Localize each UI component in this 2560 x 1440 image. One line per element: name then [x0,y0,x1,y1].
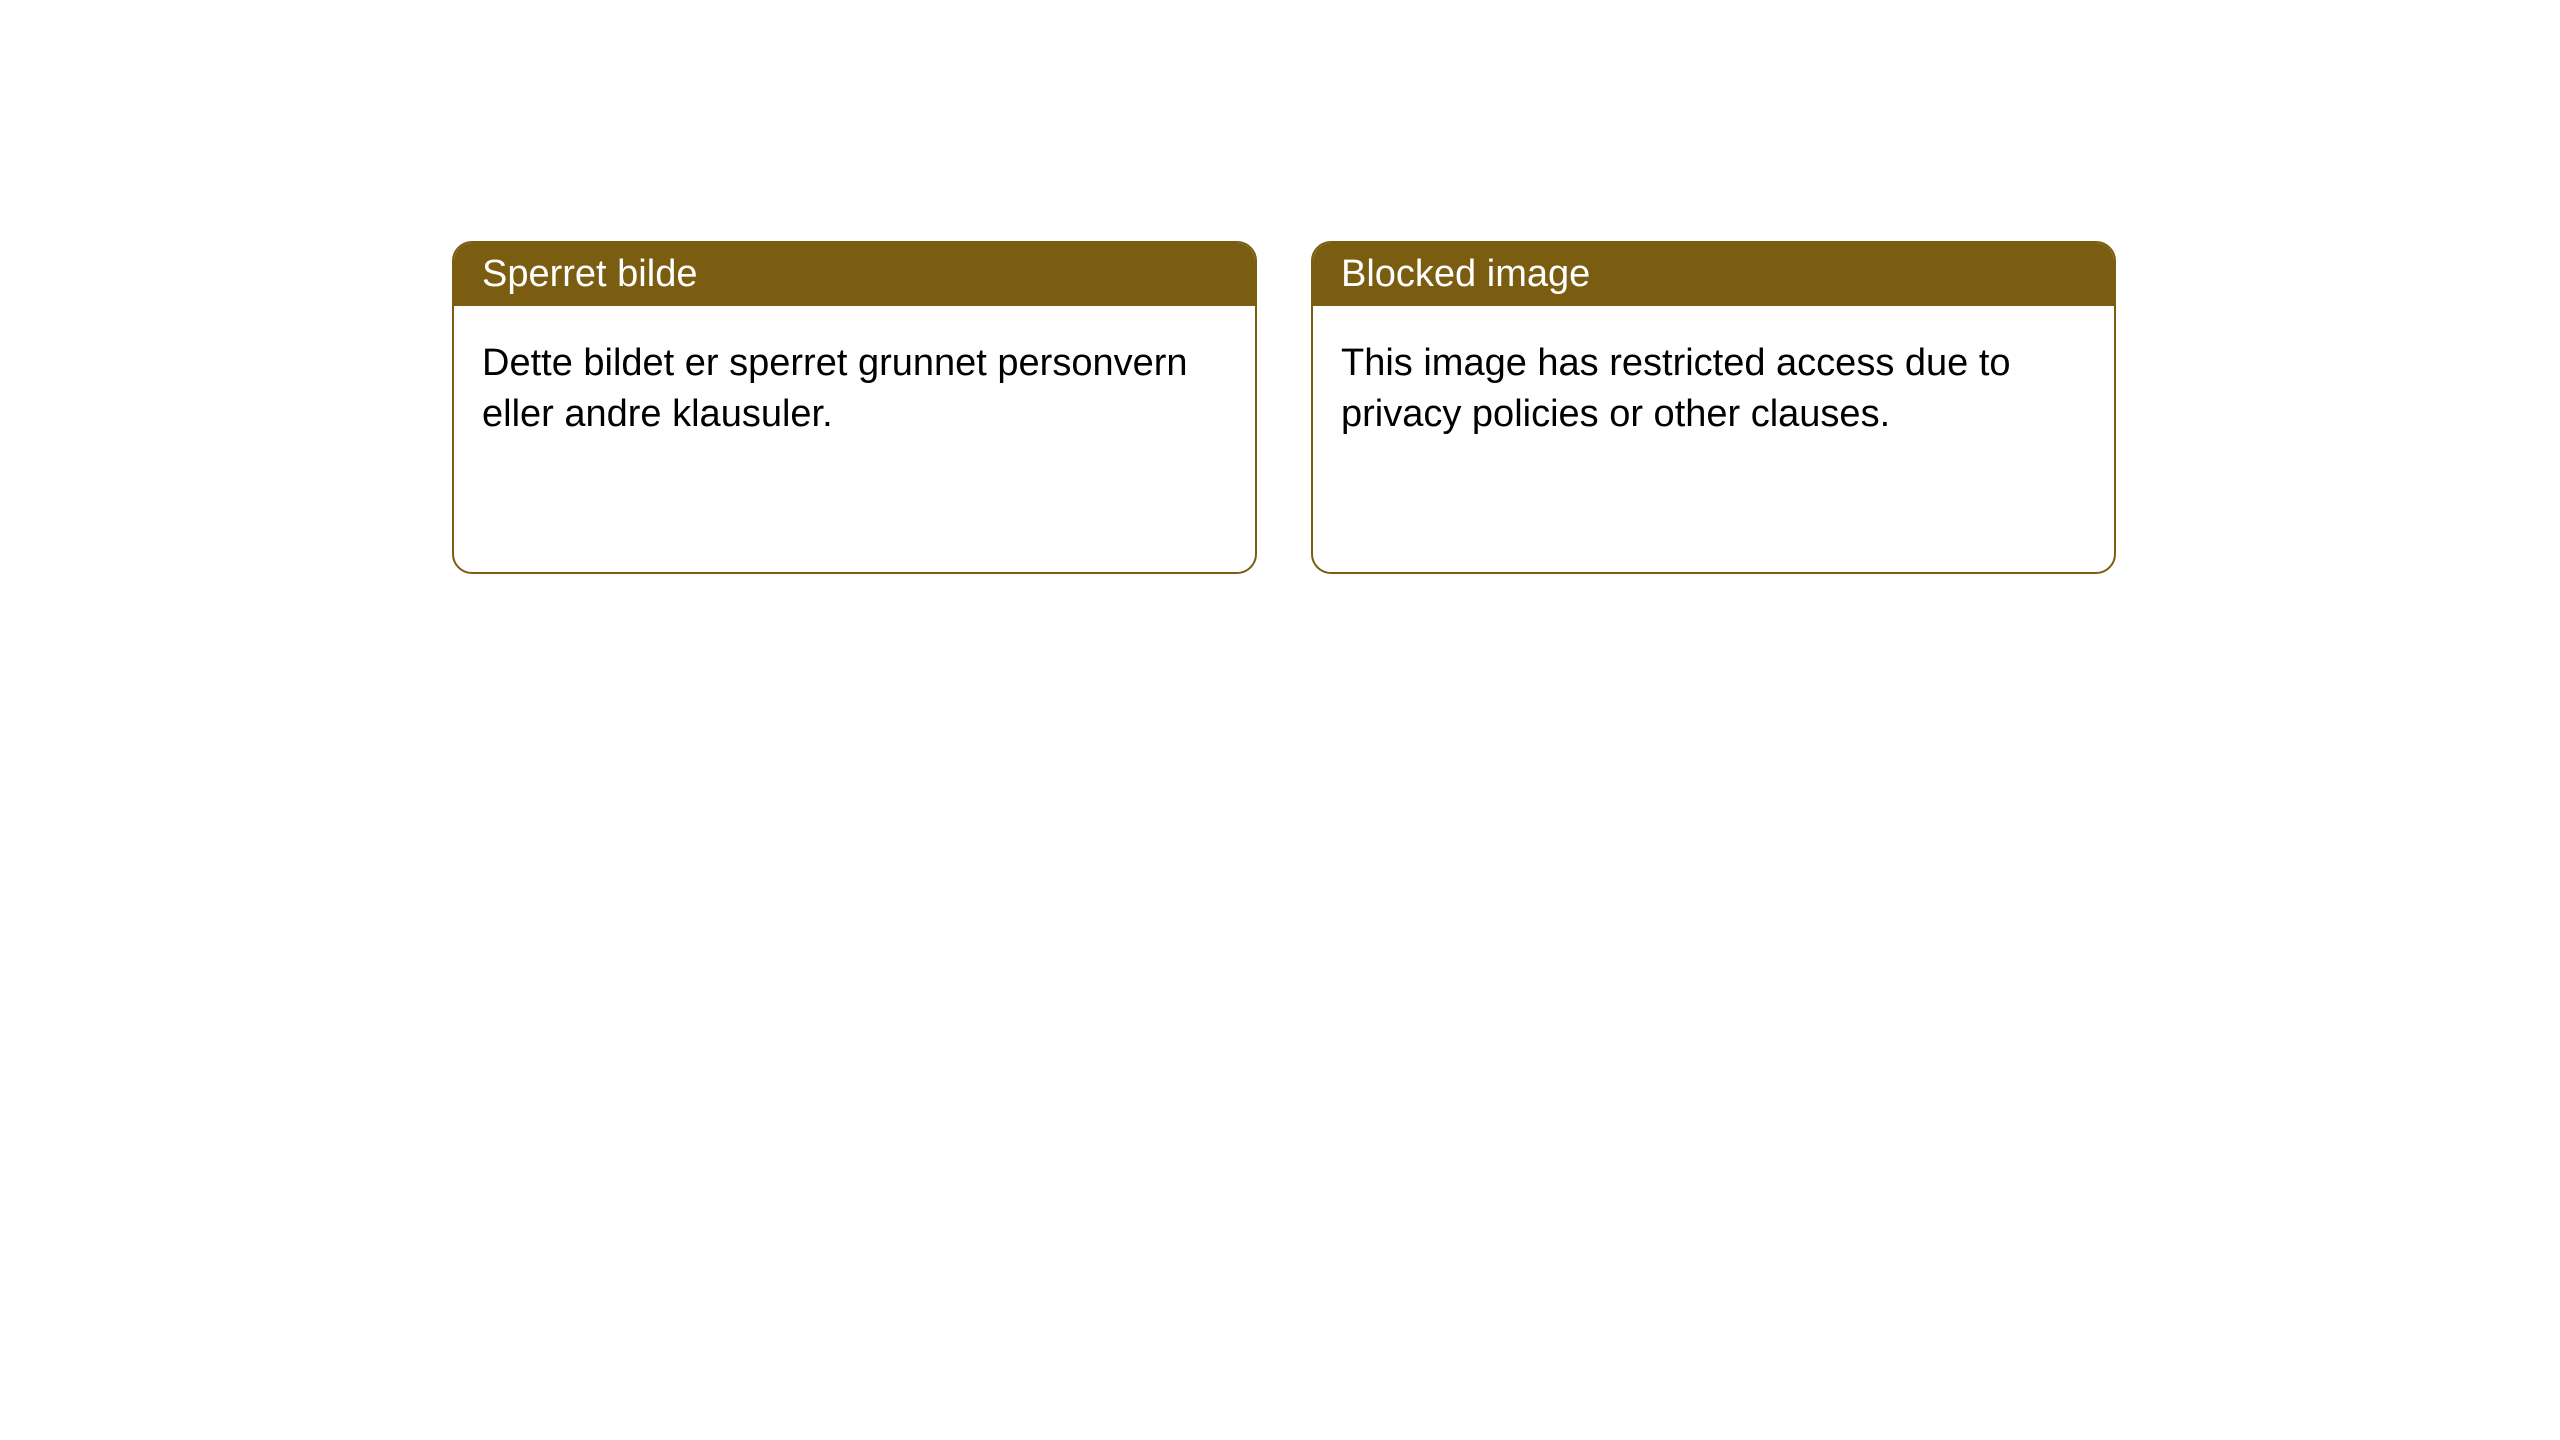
notice-title: Blocked image [1341,253,1590,295]
blocked-image-notices: Sperret bilde Dette bildet er sperret gr… [452,241,2116,574]
notice-body: Dette bildet er sperret grunnet personve… [454,306,1255,473]
notice-card-norwegian: Sperret bilde Dette bildet er sperret gr… [452,241,1257,574]
notice-header: Sperret bilde [454,243,1255,306]
notice-body-text: Dette bildet er sperret grunnet personve… [482,342,1188,435]
notice-title: Sperret bilde [482,253,697,295]
notice-header: Blocked image [1313,243,2114,306]
notice-body-text: This image has restricted access due to … [1341,342,2011,435]
notice-body: This image has restricted access due to … [1313,306,2114,473]
notice-card-english: Blocked image This image has restricted … [1311,241,2116,574]
